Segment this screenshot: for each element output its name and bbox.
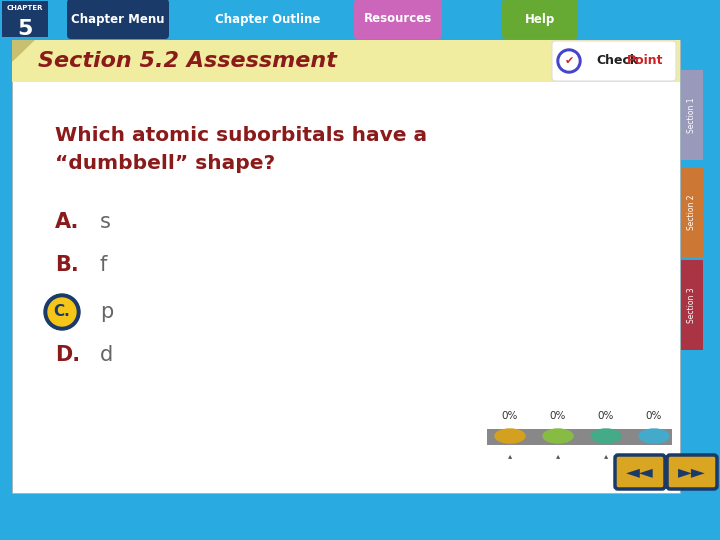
Ellipse shape bbox=[591, 429, 621, 443]
Text: ▴: ▴ bbox=[508, 451, 512, 461]
Text: d: d bbox=[100, 345, 113, 365]
Text: Section 3: Section 3 bbox=[688, 287, 696, 323]
FancyBboxPatch shape bbox=[2, 1, 48, 37]
Text: Chapter Outline: Chapter Outline bbox=[215, 12, 320, 25]
Text: C.: C. bbox=[53, 305, 71, 320]
Text: ◄◄: ◄◄ bbox=[626, 463, 654, 481]
Text: Section 2: Section 2 bbox=[688, 194, 696, 230]
Text: s: s bbox=[100, 212, 111, 232]
Circle shape bbox=[48, 298, 76, 326]
Text: ✔: ✔ bbox=[564, 56, 574, 66]
Text: 5: 5 bbox=[17, 19, 32, 39]
FancyBboxPatch shape bbox=[12, 40, 680, 493]
Text: f: f bbox=[100, 255, 107, 275]
FancyBboxPatch shape bbox=[354, 0, 442, 39]
FancyBboxPatch shape bbox=[681, 167, 703, 257]
Ellipse shape bbox=[639, 429, 669, 443]
FancyBboxPatch shape bbox=[0, 0, 720, 38]
Circle shape bbox=[560, 52, 578, 70]
Ellipse shape bbox=[495, 429, 525, 443]
Text: Section 1: Section 1 bbox=[688, 97, 696, 133]
Text: Check: Check bbox=[596, 55, 638, 68]
Text: Help: Help bbox=[525, 12, 555, 25]
Circle shape bbox=[44, 294, 80, 330]
Text: Chapter Menu: Chapter Menu bbox=[71, 12, 165, 25]
Text: ▴: ▴ bbox=[604, 451, 608, 461]
FancyBboxPatch shape bbox=[12, 40, 680, 82]
FancyBboxPatch shape bbox=[208, 0, 328, 39]
Ellipse shape bbox=[543, 429, 573, 443]
Text: B.: B. bbox=[55, 255, 78, 275]
Text: “dumbbell” shape?: “dumbbell” shape? bbox=[55, 154, 275, 173]
Text: D.: D. bbox=[55, 345, 80, 365]
Circle shape bbox=[557, 49, 581, 73]
FancyBboxPatch shape bbox=[667, 455, 717, 489]
Text: Point: Point bbox=[626, 55, 663, 68]
Text: 0%: 0% bbox=[598, 411, 614, 421]
Text: ▴: ▴ bbox=[556, 451, 560, 461]
Text: Section 5.2 Assessment: Section 5.2 Assessment bbox=[38, 51, 337, 71]
FancyBboxPatch shape bbox=[552, 41, 676, 81]
Text: Which atomic suborbitals have a: Which atomic suborbitals have a bbox=[55, 126, 427, 145]
Text: ►►: ►► bbox=[678, 463, 706, 481]
Text: 0%: 0% bbox=[646, 411, 662, 421]
Text: 0%: 0% bbox=[502, 411, 518, 421]
FancyBboxPatch shape bbox=[67, 0, 169, 39]
FancyBboxPatch shape bbox=[681, 70, 703, 160]
FancyBboxPatch shape bbox=[681, 260, 703, 350]
Text: ▴: ▴ bbox=[652, 451, 656, 461]
Text: A.: A. bbox=[55, 212, 79, 232]
Text: Resources: Resources bbox=[364, 12, 432, 25]
FancyBboxPatch shape bbox=[502, 0, 578, 39]
Text: 0%: 0% bbox=[550, 411, 566, 421]
FancyBboxPatch shape bbox=[487, 429, 672, 445]
Polygon shape bbox=[12, 40, 35, 62]
Text: p: p bbox=[100, 302, 113, 322]
Text: CHAPTER: CHAPTER bbox=[6, 5, 43, 11]
FancyBboxPatch shape bbox=[615, 455, 665, 489]
